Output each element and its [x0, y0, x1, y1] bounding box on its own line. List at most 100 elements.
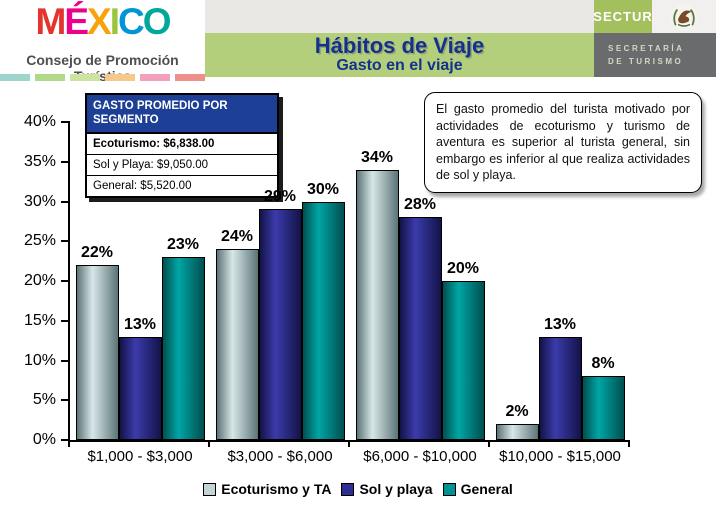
brand-letter: I: [109, 1, 120, 42]
brand-letter: M: [35, 1, 67, 42]
avg-box-row: Ecoturismo: $6,838.00: [87, 133, 277, 155]
legend-swatch-icon: [442, 482, 456, 496]
bar-general: [581, 376, 625, 440]
brand-letter: C: [117, 1, 145, 42]
strip-segment: [70, 74, 100, 81]
mexico-coat-of-arms-icon: [670, 3, 698, 30]
bar-wrap: 2%: [495, 403, 539, 440]
bar-wrap: 34%: [355, 149, 399, 440]
bar-wrap: 13%: [118, 316, 162, 440]
y-axis-label: 5%: [32, 391, 56, 409]
x-axis-category-label: $6,000 - $10,000: [363, 448, 477, 465]
legend-label: General: [460, 481, 513, 497]
y-axis-label: 10%: [23, 351, 56, 369]
x-axis-tick: [488, 440, 490, 447]
bar-value-label: 28%: [403, 196, 437, 214]
bar-group: 22% 13% 23%: [70, 122, 210, 440]
legend-item: Ecoturismo y TA: [203, 481, 331, 497]
bar-sol-y-playa: [118, 336, 162, 440]
sectur-badge: SECTUR: [593, 0, 652, 33]
brand-letter: O: [142, 1, 172, 42]
y-axis-label: 20%: [23, 272, 56, 289]
brand-letter: X: [87, 1, 112, 42]
page-subtitle: Gasto en el viaje: [336, 57, 463, 75]
y-axis-tick: [61, 121, 70, 123]
bar-wrap: 22%: [75, 244, 119, 440]
y-axis-tick: [61, 240, 70, 243]
legend-swatch-icon: [341, 482, 355, 496]
bar-value-label: 23%: [166, 236, 200, 254]
avg-box-rows: Ecoturismo: $6,838.00 Sol y Playa: $9,050…: [87, 133, 277, 196]
avg-spend-box: GASTO PROMEDIO POR SEGMENTO Ecoturismo: …: [85, 93, 279, 198]
x-axis-category-label: $10,000 - $15,000: [499, 448, 621, 465]
bar-value-label: 13%: [543, 315, 577, 333]
brand-letter: É: [64, 1, 89, 42]
bar-value-label: 24%: [220, 228, 254, 246]
avg-box-row: Sol y Playa: $9,050.00: [87, 154, 277, 176]
bar-group: 34% 28% 20%: [350, 122, 490, 440]
bar-ecoturismo-y-ta: [355, 169, 399, 440]
bar-value-label: 22%: [80, 244, 114, 262]
y-axis-label: 0%: [32, 431, 56, 448]
y-axis-tick: [61, 399, 70, 402]
y-axis-tick: [61, 439, 70, 441]
bar-sol-y-playa: [398, 217, 442, 440]
bar-group: 24% 29% 30%: [210, 122, 350, 440]
legend-label: Sol y playa: [359, 481, 433, 497]
secretaria-line2: DE TURISMO: [608, 56, 684, 66]
strip-segment: [0, 74, 30, 81]
bar-value-label: 20%: [446, 260, 480, 277]
bar-wrap: 13%: [538, 316, 582, 440]
x-axis-category-label: $3,000 - $6,000: [227, 448, 333, 465]
bar-ecoturismo-y-ta: [75, 265, 119, 440]
page-title: Hábitos de Viaje: [314, 33, 485, 59]
x-axis-tick: [348, 440, 350, 447]
logo-color-strip: [0, 74, 205, 81]
bar-value-label: 13%: [123, 315, 157, 333]
bar-wrap: 23%: [161, 236, 205, 440]
y-axis-tick: [61, 200, 70, 203]
y-axis-label: 40%: [23, 113, 56, 130]
bar-wrap: 29%: [258, 188, 302, 440]
bar-general: [161, 257, 205, 440]
avg-box-row: General: $5,520.00: [87, 175, 277, 196]
bar-ecoturismo-y-ta: [495, 424, 539, 440]
bar-wrap: 30%: [301, 181, 345, 440]
bar-group: 2% 13% 8%: [490, 122, 630, 440]
x-axis-category-label: $1,000 - $3,000: [87, 448, 193, 465]
chart-legend: Ecoturismo y TA Sol y playa General: [0, 481, 716, 497]
mexico-logo: MÉXICO: [0, 1, 205, 43]
strip-segment: [105, 74, 135, 81]
avg-spend-box-title: GASTO PROMEDIO POR SEGMENTO: [87, 95, 277, 134]
y-axis-label: 25%: [23, 232, 56, 250]
bar-wrap: 8%: [581, 355, 625, 440]
bar-value-label: 8%: [591, 355, 615, 373]
legend-item: General: [442, 481, 513, 497]
y-axis-label: 30%: [23, 192, 56, 210]
secretaria-line1: SECRETARÍA: [608, 44, 685, 53]
secretaria-box: SECRETARÍA DE TURISMO: [594, 33, 716, 77]
legend-swatch-icon: [203, 482, 217, 496]
bar-general: [441, 281, 485, 440]
bar-general: [301, 201, 345, 440]
x-axis-tick: [628, 440, 630, 447]
y-axis-tick: [61, 359, 70, 362]
bar-value-label: 2%: [505, 403, 529, 421]
bar-ecoturismo-y-ta: [215, 249, 259, 440]
x-axis-tick: [68, 440, 70, 447]
y-axis-tick: [61, 160, 70, 163]
legend-label: Ecoturismo y TA: [221, 481, 332, 497]
bar-wrap: 24%: [215, 228, 259, 440]
bar-value-label: 34%: [360, 148, 394, 166]
strip-segment: [35, 74, 65, 81]
strip-segment: [140, 74, 170, 81]
y-axis-label: 35%: [23, 152, 56, 170]
title-banner: Hábitos de Viaje Gasto en el viaje: [205, 33, 594, 77]
bar-value-label: 29%: [263, 188, 297, 206]
note-callout: El gasto promedio del turista motivado p…: [424, 92, 702, 193]
bar-value-label: 30%: [306, 180, 340, 198]
plot-area: 0% 5% 10% 15% 20% 25% 30% 35% 40% 22% 13% 23% $1,000…: [24, 113, 630, 465]
emblem-box: [652, 0, 716, 33]
bar-sol-y-playa: [538, 336, 582, 440]
